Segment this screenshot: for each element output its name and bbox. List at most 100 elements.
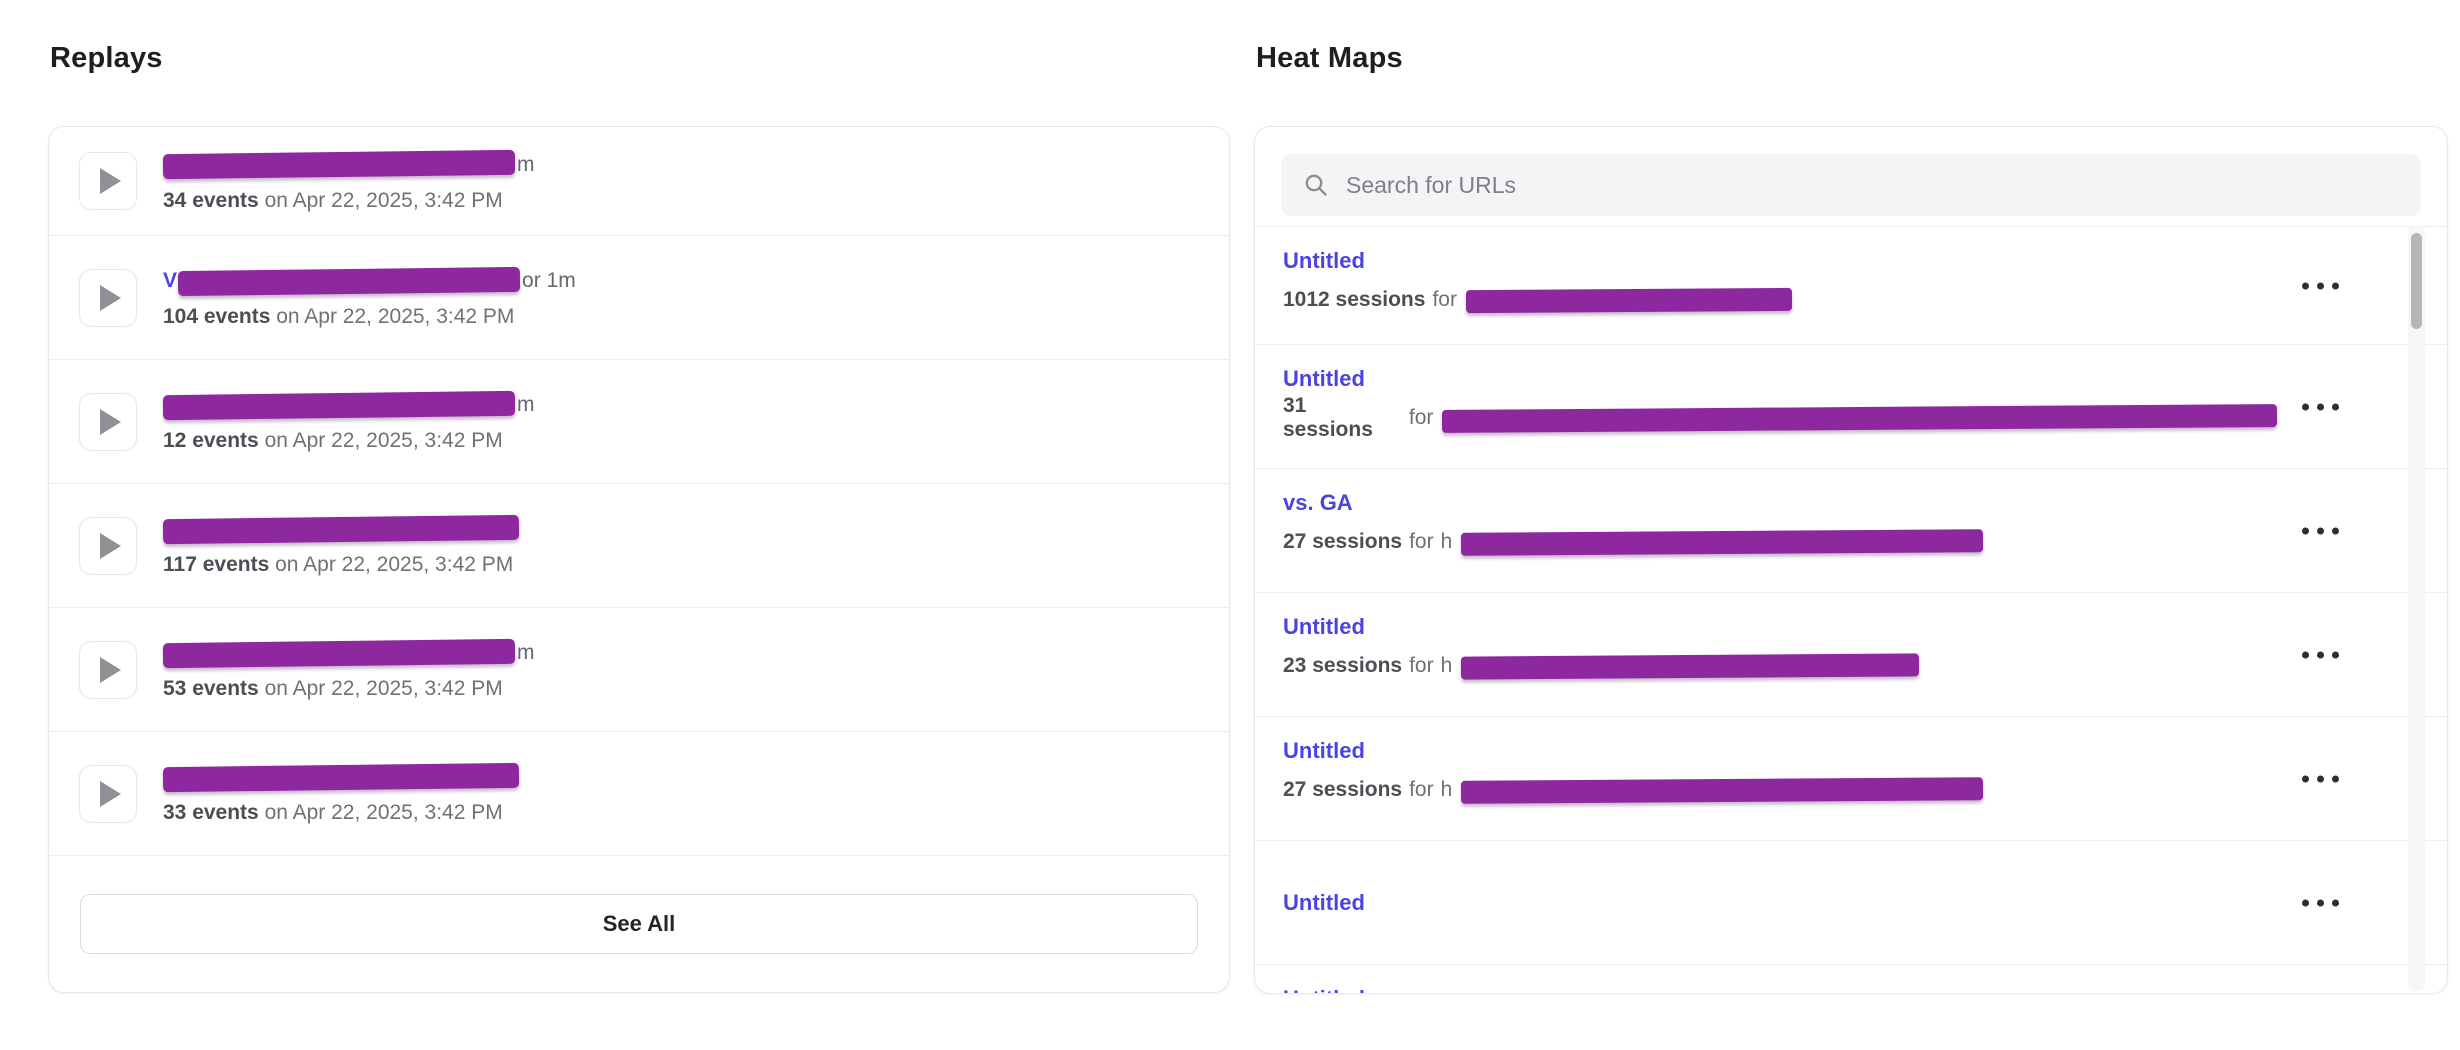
heatmaps-card: Search for URLs Untitled 1012 sessions for… [1254,126,2448,994]
redaction-bar [162,638,516,668]
ellipsis-dot [2332,899,2339,906]
replay-user-link[interactable] [162,514,520,544]
for-label: for [1409,778,1434,801]
for-label: for [1408,406,1434,429]
redacted-name-suffix: m [517,641,535,664]
replays-section: Replays m 34 events on Apr 22, 2025, 3:42… [48,38,1230,994]
heatmap-row: Untitled 23 sessions for h [1255,592,2447,716]
play-icon [100,284,121,311]
redaction-bar [162,149,516,180]
session-count: 27 sessions [1283,530,1403,553]
analytics-dashboard: Replays m 34 events on Apr 22, 2025, 3:42… [48,38,2448,994]
heatmap-sessions: 1012 sessions for [1283,286,2277,314]
redaction-bar [162,390,516,420]
more-options-button[interactable] [2294,274,2347,297]
replay-row: 33 events on Apr 22, 2025, 3:42 PM [49,731,1229,855]
redacted-name-suffix: m [517,393,535,416]
session-count: 1012 sessions [1283,288,1426,311]
replay-text: m 53 events on Apr 22, 2025, 3:42 PM [162,638,535,701]
heatmap-row: Untitled [1255,840,2447,964]
play-button[interactable] [79,640,137,699]
see-all-button[interactable]: See All [80,894,1198,954]
ellipsis-dot [2302,403,2309,410]
play-button[interactable] [79,392,137,451]
ellipsis-dot [2302,527,2309,534]
play-button[interactable] [79,268,137,327]
ellipsis-dot [2332,775,2339,782]
heatmap-link[interactable]: Untitled [1283,366,1365,391]
ellipsis-dot [2317,527,2324,534]
more-options-button[interactable] [2294,767,2347,790]
replays-title: Replays [50,42,163,74]
for-label: for [1432,288,1457,311]
heatmap-sessions: 27 sessions for h [1283,776,2277,804]
heatmap-sessions: 31 sessions for [1283,394,2278,441]
for-label: for [1409,654,1434,677]
scrollbar-track[interactable] [2408,226,2425,991]
heatmap-link[interactable]: Untitled [1283,738,1365,763]
redaction-bar [162,762,520,792]
play-icon [100,532,121,559]
redacted-name-prefix: V [163,269,178,292]
ellipsis-dot [2317,403,2324,410]
url-visible-fragment: h [1440,530,1453,553]
ellipsis-dot [2317,899,2324,906]
event-count: 34 events [163,188,259,212]
redaction-bar [1465,287,1793,313]
replay-meta: 12 events on Apr 22, 2025, 3:42 PM [163,429,503,452]
heatmap-sessions: 23 sessions for h [1283,652,2277,680]
see-all-section: See All [49,855,1229,992]
heatmap-row: Untitled 31 sessions for [1255,344,2447,468]
replay-meta: 34 events on Apr 22, 2025, 3:42 PM [163,188,503,212]
more-options-button[interactable] [2294,643,2347,666]
scrollbar-thumb[interactable] [2411,233,2422,329]
ellipsis-dot [2302,651,2309,658]
heatmap-link[interactable]: Untitled [1283,614,1365,639]
replay-row: m 12 events on Apr 22, 2025, 3:42 PM [49,359,1229,483]
event-count: 104 events [163,305,271,328]
event-count: 53 events [163,677,259,700]
play-button[interactable] [79,152,137,210]
search-area: Search for URLs [1255,127,2447,226]
replay-user-link[interactable]: m [162,638,535,668]
play-icon [100,408,121,435]
heatmap-row: Untitled 1012 sessions for [1255,226,2447,344]
replay-user-link[interactable]: m [162,390,535,420]
heatmap-link[interactable]: Untitled [1283,986,1365,993]
replay-meta: 104 events on Apr 22, 2025, 3:42 PM [163,305,515,328]
event-count: 33 events [163,801,259,824]
event-count: 117 events [163,553,270,576]
ellipsis-dot [2332,527,2339,534]
replay-row: m 34 events on Apr 22, 2025, 3:42 PM [49,127,1229,235]
heatmap-link[interactable]: Untitled [1283,248,1365,273]
heatmap-row: Untitled 27 sessions for h [1255,716,2447,840]
search-urls-input[interactable]: Search for URLs [1281,154,2421,216]
replay-meta: 117 events on Apr 22, 2025, 3:42 PM [163,553,514,576]
replay-user-link[interactable]: m [162,149,535,180]
play-button[interactable] [79,516,137,575]
for-label: for [1409,530,1434,553]
play-icon [100,168,121,194]
more-options-button[interactable] [2294,891,2347,914]
more-options-button[interactable] [2294,519,2347,542]
search-icon [1305,174,1327,196]
play-icon [100,656,121,683]
heatmap-link[interactable]: Untitled [1283,889,1365,915]
replay-text: m 12 events on Apr 22, 2025, 3:42 PM [162,390,535,453]
play-button[interactable] [79,764,137,823]
replay-meta: 53 events on Apr 22, 2025, 3:42 PM [163,677,503,700]
heatmap-link[interactable]: vs. GA [1283,490,1353,515]
replay-text: 117 events on Apr 22, 2025, 3:42 PM [162,514,520,577]
redacted-name-suffix: or 1m [522,269,576,292]
replay-user-link[interactable] [162,762,520,792]
play-icon [100,780,121,807]
session-count: 23 sessions [1283,654,1403,677]
heatmap-row: vs. GA 27 sessions for h [1255,468,2447,592]
heatmaps-list: Untitled 1012 sessions for Untitled 31 sessi… [1255,226,2447,993]
ellipsis-dot [2317,282,2324,289]
more-options-button[interactable] [2294,395,2347,418]
replay-row: 117 events on Apr 22, 2025, 3:42 PM [49,483,1229,607]
